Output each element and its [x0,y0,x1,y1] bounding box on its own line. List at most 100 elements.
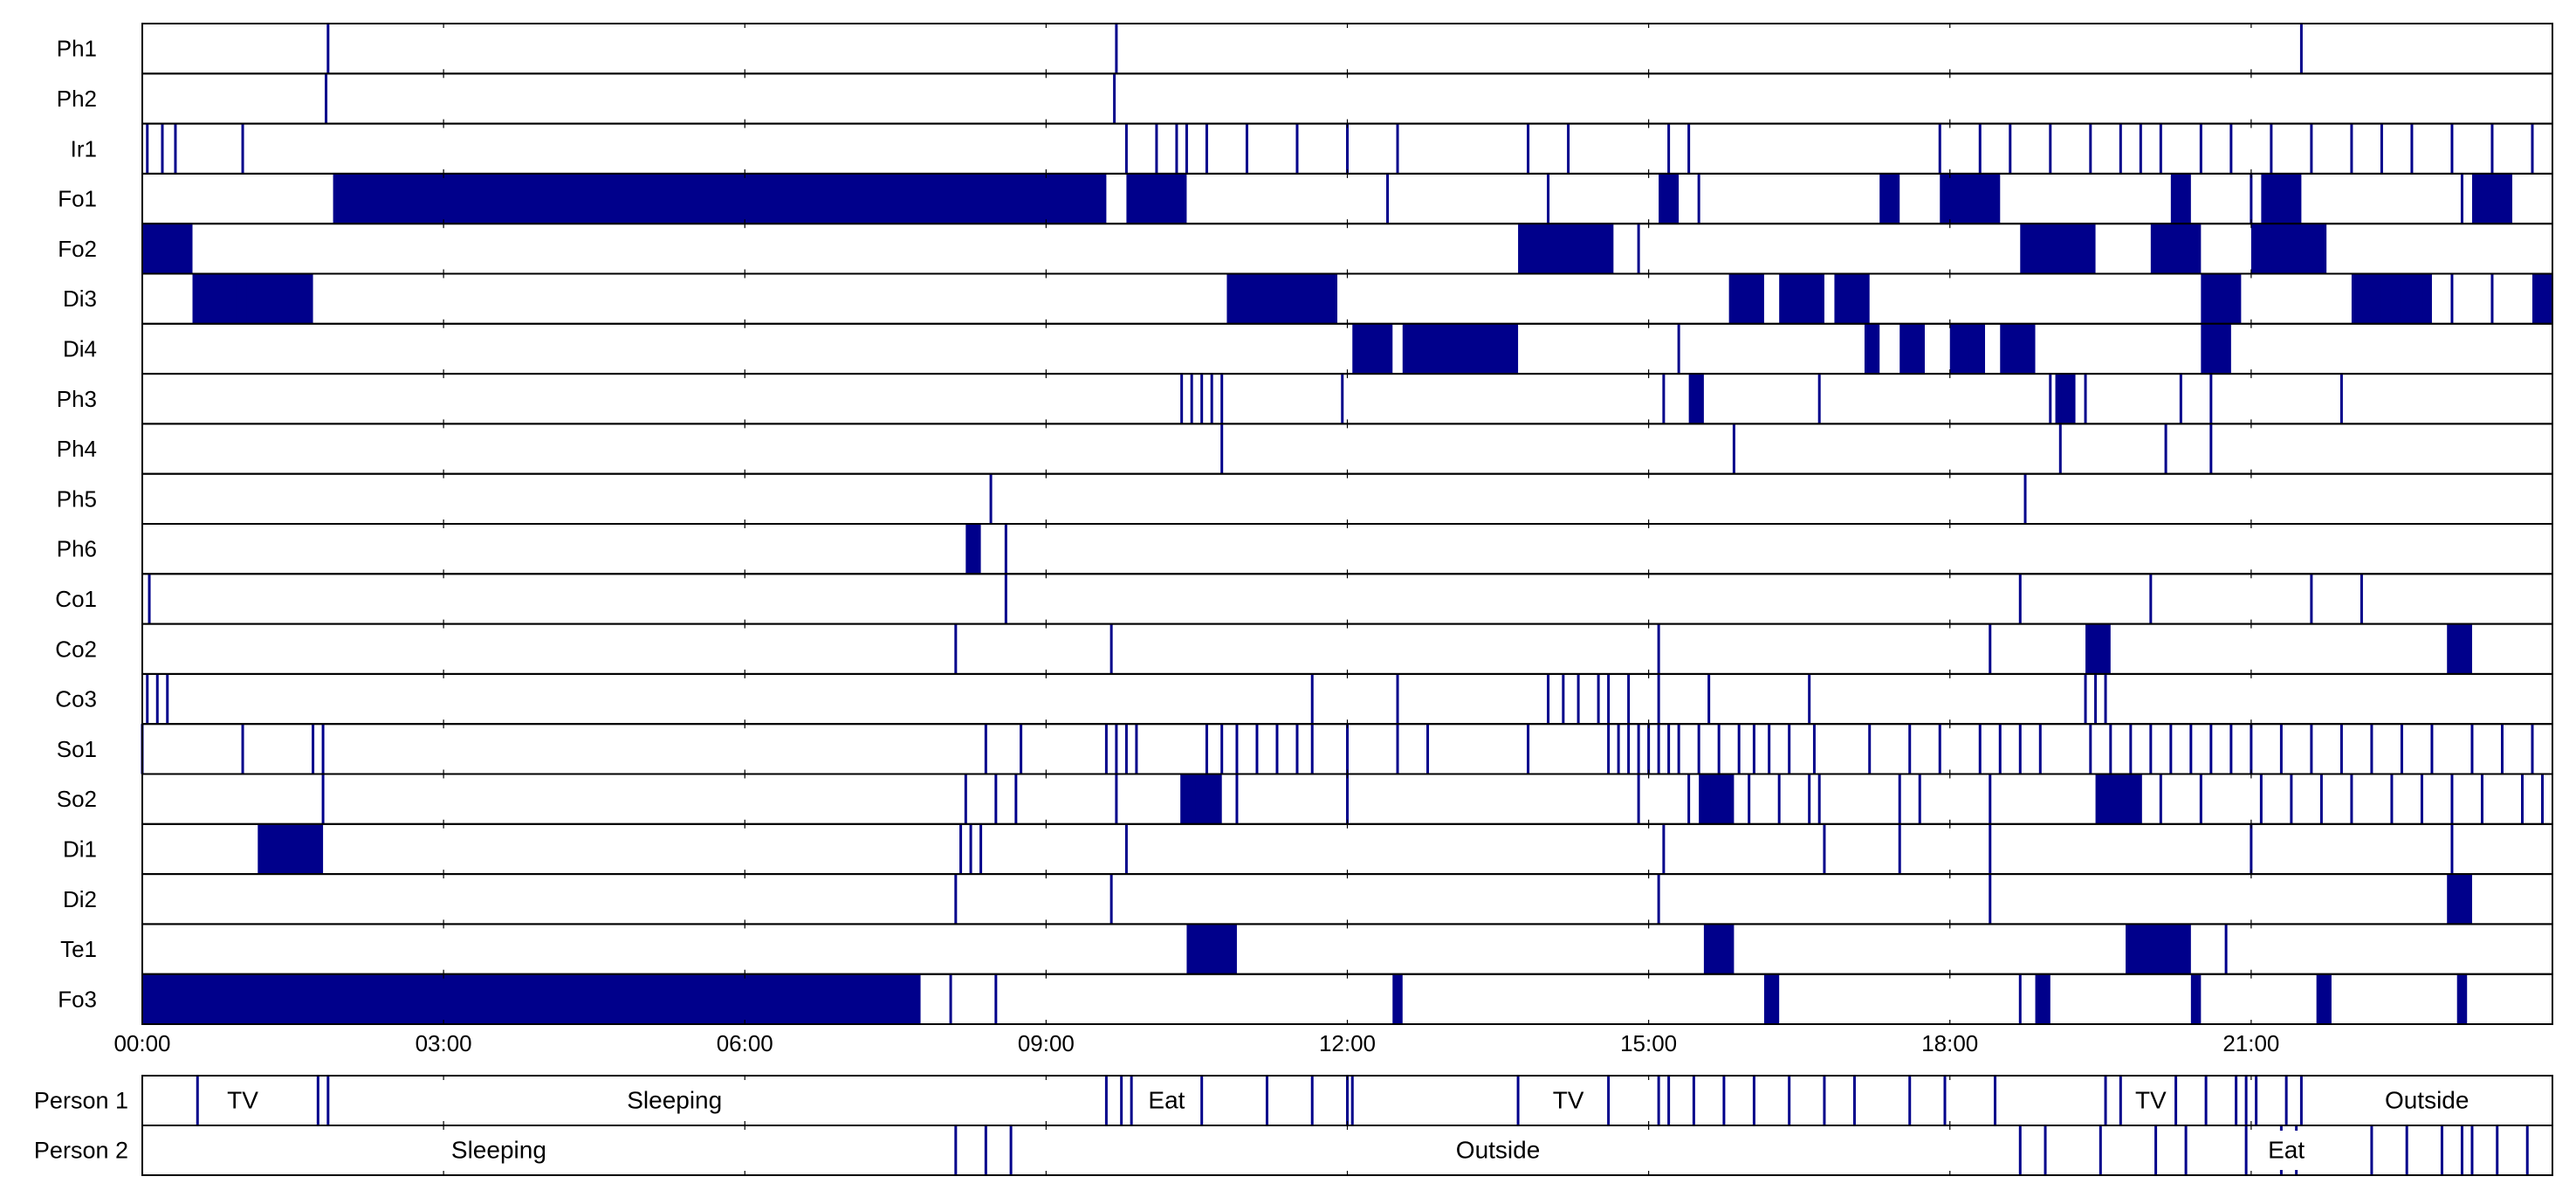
sensor-Fo2-block-1 [1518,224,1614,274]
sensor-label-Co2: Co2 [55,636,97,662]
sensor-Di4-block-4 [1949,323,1986,375]
sensor-label-Ph2: Ph2 [57,86,97,112]
sensor-label-Ir1: Ir1 [71,135,97,162]
activity-label: Eat [2268,1137,2305,1164]
sensor-Te1-block-2 [2126,924,2191,974]
sensor-Fo1-block-7 [2471,173,2512,224]
sensor-label-Ph6: Ph6 [57,536,97,562]
activity-label-bg [442,1131,556,1170]
x-tick-label: 00:00 [113,1030,170,1056]
sensor-Co2-block-1 [2447,623,2472,674]
activity-label: Eat [1148,1087,1185,1114]
sensor-Di2-block-0 [2447,874,2472,925]
sensor-Di3-block-5 [2201,273,2242,324]
sensor-Di3-block-3 [1779,273,1824,324]
sensor-Di4-block-2 [1864,323,1880,375]
sensor-row-frame-Ph4 [141,423,2553,475]
sensor-row-frame-Fo3 [141,973,2553,1025]
x-tick-label: 09:00 [1018,1030,1075,1056]
sensor-row-frame-Co2 [141,623,2553,675]
activity-label-bg [225,1081,261,1120]
activity-label-bg [2262,1131,2311,1170]
sensor-So2-block-2 [2095,774,2141,824]
sensor-row-frame-Co1 [141,573,2553,625]
sensor-row-frame-Di4 [141,322,2553,375]
person-row-frame-Person 2 [141,1125,2553,1176]
activity-label-bg [2376,1081,2477,1120]
sensor-label-Di2: Di2 [63,886,97,912]
sensor-Fo1-block-6 [2261,173,2302,224]
sensor-label-Ph5: Ph5 [57,485,97,512]
sensor-Di4-block-6 [2201,323,2231,375]
sensor-label-Di3: Di3 [63,286,97,312]
sensor-row-frame-Di3 [141,272,2553,325]
activity-label: Sleeping [627,1087,722,1114]
sensor-label-Ph3: Ph3 [57,386,97,412]
activity-label: Sleeping [451,1137,546,1164]
sensor-Fo3-block-1 [1392,974,1403,1024]
sensor-Di1-block-0 [258,823,324,875]
sensor-Fo2-block-3 [2150,224,2202,274]
sensor-Fo1-block-3 [1879,173,1900,224]
sensor-row-frame-Co3 [141,672,2553,726]
sensor-Di3-block-6 [2351,273,2432,324]
sensor-Fo1-block-2 [1659,173,1680,224]
sensor-label-So1: So1 [57,736,97,762]
sensor-Di3-block-4 [1834,273,1870,324]
sensor-Fo1-block-1 [1126,173,1187,224]
sensor-label-Co1: Co1 [55,586,97,612]
sensor-Fo1-block-5 [2170,173,2191,224]
sensor-Ph3-block-0 [1688,374,1704,424]
sensor-row-frame-Ph2 [141,72,2553,125]
activity-label-bg [617,1081,732,1120]
sensor-Di3-block-1 [1226,273,1337,324]
activity-label: TV [2135,1087,2167,1114]
sensor-So2-block-1 [1699,774,1735,824]
x-tick-label: 06:00 [717,1030,773,1056]
sensor-label-Di4: Di4 [63,335,97,361]
sensor-Di4-block-3 [1899,323,1925,375]
sensor-Di3-block-7 [2531,273,2552,324]
sensor-Di4-block-0 [1352,323,1393,375]
sensor-Fo3-block-3 [2035,974,2050,1024]
sensor-Ph3-block-1 [2055,374,2076,424]
sensor-Di3-block-0 [192,273,313,324]
person-label-2: Person 2 [34,1138,128,1164]
activity-label-bg [1142,1081,1191,1120]
activity-label: Outside [1456,1137,1541,1164]
sensor-Fo1-block-0 [333,173,1107,224]
sensor-Fo3-block-2 [1763,974,1780,1024]
sensor-Di4-block-1 [1402,323,1519,375]
sensor-label-Ph1: Ph1 [57,36,97,62]
sensor-Fo3-block-0 [142,974,921,1024]
activity-label-bg [2133,1081,2168,1120]
sensor-Di3-block-2 [1728,273,1764,324]
sensor-Te1-block-0 [1186,924,1237,974]
sensor-Fo3-block-5 [2316,974,2332,1024]
sensor-Fo2-block-0 [142,224,193,274]
sensor-label-Di1: Di1 [63,836,97,862]
sensor-row-frame-Di1 [141,822,2553,876]
activity-label-bg [1550,1081,1586,1120]
person-label-1: Person 1 [34,1088,128,1114]
sensor-row-frame-Di2 [141,873,2553,925]
x-tick-label: 18:00 [1921,1030,1978,1056]
sensor-label-Ph4: Ph4 [57,436,97,462]
x-tick-label: 12:00 [1319,1030,1376,1056]
sensor-Di4-block-5 [2000,323,2036,375]
sensor-Fo2-block-4 [2250,224,2327,274]
sensor-label-Fo1: Fo1 [58,186,97,212]
sensor-label-So2: So2 [57,786,97,812]
sensor-row-frame-Ph6 [141,523,2553,575]
sensor-label-Fo2: Fo2 [58,236,97,262]
sensor-row-frame-Ph3 [141,373,2553,425]
x-tick-label: 21:00 [2222,1030,2279,1056]
activity-label-bg [1447,1131,1549,1170]
sensor-row-frame-Ph1 [141,23,2553,75]
x-tick-label: 15:00 [1620,1030,1677,1056]
x-tick-label: 03:00 [416,1030,472,1056]
activity-label: TV [1553,1087,1584,1114]
sensor-Fo3-block-4 [2190,974,2202,1024]
